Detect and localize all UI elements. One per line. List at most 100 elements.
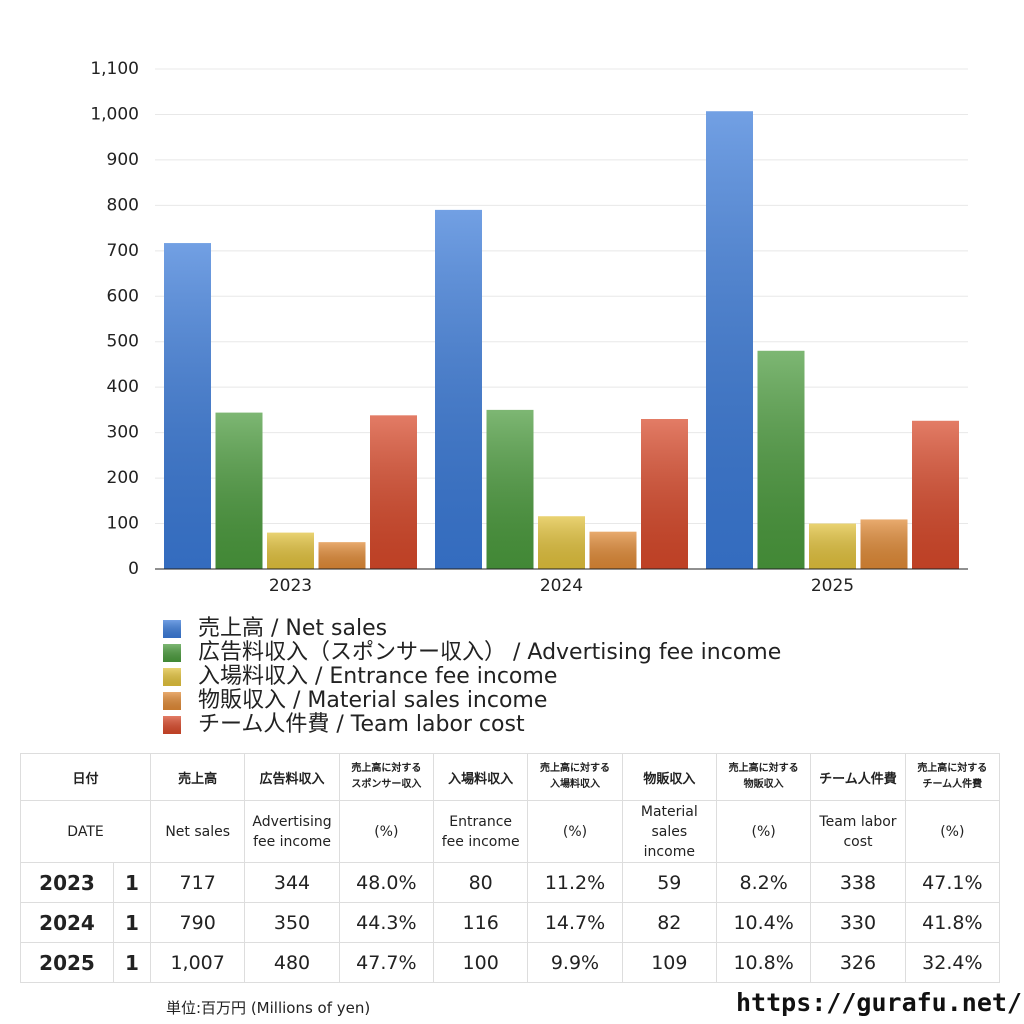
table-cell: 1 (112, 862, 152, 903)
bar-shade (164, 243, 211, 569)
table-cell: 1,007 (150, 942, 246, 983)
legend-swatch-shade (163, 644, 181, 662)
y-tick-label: 200 (107, 468, 139, 488)
legend-swatch-shade (163, 716, 181, 734)
y-tick-label: 500 (107, 332, 139, 352)
table-cell: (%) (715, 800, 812, 863)
bar-shade (538, 516, 585, 569)
table-cell: 1 (112, 942, 152, 983)
table-cell: 売上高 (150, 753, 246, 801)
table-cell: 10.4% (715, 902, 812, 943)
source-url: https://gurafu.net/ (736, 988, 1022, 1017)
bar-shade (706, 111, 753, 569)
table-cell: (%) (904, 800, 1001, 863)
bar-shade (318, 542, 366, 569)
table-row: 2023 1 717 344 48.0% 80 11.2% 59 8.2% 338 47.1% (20, 862, 1001, 903)
bar-shade (641, 419, 688, 569)
legend-label: 広告料収入（スポンサー収入） / Advertising fee income (198, 640, 781, 665)
table-cell: 10.8% (715, 942, 812, 983)
y-tick-label: 700 (107, 241, 139, 261)
table-cell: 売上高に対する スポンサー収入 (338, 753, 435, 801)
table-cell: 広告料収入 (244, 753, 340, 801)
table-cell: Net sales (150, 800, 246, 863)
table-cell: 14.7% (527, 902, 623, 943)
table-cell: 入場料収入 (432, 753, 529, 801)
table-row: 日付 売上高 広告料収入 売上高に対する スポンサー収入 入場料収入 売上高に対する 入場… (19, 753, 1001, 801)
table-cell: 2025 (20, 942, 114, 983)
y-tick-label: 1,000 (90, 104, 139, 124)
table-cell: チーム人件費 (810, 753, 906, 801)
table-cell: 350 (244, 902, 340, 943)
table-cell: 売上高に対する 物販収入 (715, 753, 812, 801)
y-tick-label: 400 (107, 377, 139, 397)
y-tick-label: 300 (107, 423, 139, 443)
table-cell: (%) (527, 800, 623, 863)
table-cell: Material sales income (621, 800, 717, 863)
table-cell: 59 (621, 862, 717, 903)
legend-label: 入場料収入 / Entrance fee income (198, 664, 557, 689)
x-tick-label: 2025 (811, 576, 854, 596)
legend-label: 物販収入 / Material sales income (198, 688, 547, 713)
table-cell: 47.7% (338, 942, 435, 983)
table-cell: 344 (244, 862, 340, 903)
legend-label: チーム人件費 / Team labor cost (198, 712, 525, 737)
table-row: 2025 1 1,007 480 47.7% 100 9.9% 109 10.8% 326 32.4… (20, 942, 1001, 983)
table-row: DATE Net sales Advertising fee income (%) En… (19, 800, 1001, 863)
table-cell: 48.0% (338, 862, 435, 903)
table-cell: 2024 (20, 902, 114, 943)
y-tick-label: 800 (107, 195, 139, 215)
table-cell: 82 (621, 902, 717, 943)
y-tick-label: 100 (107, 514, 139, 534)
table-cell: 物販収入 (621, 753, 717, 801)
table-cell: 11.2% (527, 862, 623, 903)
table-cell: 売上高に対する 入場料収入 (527, 753, 623, 801)
table-cell: 100 (432, 942, 529, 983)
table-cell: 47.1% (904, 862, 1001, 903)
bar-shade (757, 350, 805, 569)
y-tick-label: 600 (107, 286, 139, 306)
y-tick-label: 0 (128, 559, 139, 579)
table-cell: Advertising fee income (244, 800, 340, 863)
legend-swatch-shade (163, 668, 181, 686)
chart: 0 100 200 300 400 500 600 700 800 900 1,000 1,100 20… (90, 59, 968, 737)
table-cell: Entrance fee income (432, 800, 529, 863)
legend-swatch-shade (163, 692, 181, 710)
table-cell: 717 (150, 862, 246, 903)
unit-note: 単位:百万円 (Millions of yen) (166, 999, 371, 1017)
bar-shade (215, 412, 263, 569)
bar-shade (370, 415, 417, 569)
bar-shade (435, 209, 482, 569)
table-cell: 326 (810, 942, 906, 983)
bar-shade (589, 531, 637, 569)
table-cell: Team labor cost (810, 800, 906, 863)
table-cell: 44.3% (338, 902, 435, 943)
table-cell: DATE (19, 800, 152, 863)
bar-shade (912, 420, 959, 569)
table-cell: 売上高に対する チーム人件費 (904, 753, 1001, 801)
table-cell: 32.4% (904, 942, 1001, 983)
table-cell: 8.2% (715, 862, 812, 903)
legend-label: 売上高 / Net sales (198, 616, 387, 641)
table-cell: 日付 (19, 753, 152, 801)
table-cell: 338 (810, 862, 906, 903)
table-cell: (%) (338, 800, 435, 863)
x-tick-label: 2024 (540, 576, 583, 596)
table-cell: 80 (432, 862, 529, 903)
table-cell: 330 (810, 902, 906, 943)
bar-shade (809, 523, 856, 569)
table-cell: 116 (432, 902, 529, 943)
table-cell: 109 (621, 942, 717, 983)
data-table: 日付 売上高 広告料収入 売上高に対する スポンサー収入 入場料収入 売上高に対する 入場… (19, 753, 1001, 983)
legend-swatch-shade (163, 620, 181, 638)
table-cell: 2023 (20, 862, 114, 903)
bar-shade (486, 409, 534, 569)
y-tick-label: 1,100 (90, 59, 139, 79)
table-cell: 41.8% (904, 902, 1001, 943)
table-cell: 480 (244, 942, 340, 983)
bar-shade (267, 532, 314, 569)
x-tick-label: 2023 (269, 576, 312, 596)
table-row: 2024 1 790 350 44.3% 116 14.7% 82 10.4% 330 41.8% (20, 902, 1001, 943)
table-cell: 790 (150, 902, 246, 943)
table-cell: 1 (112, 902, 152, 943)
